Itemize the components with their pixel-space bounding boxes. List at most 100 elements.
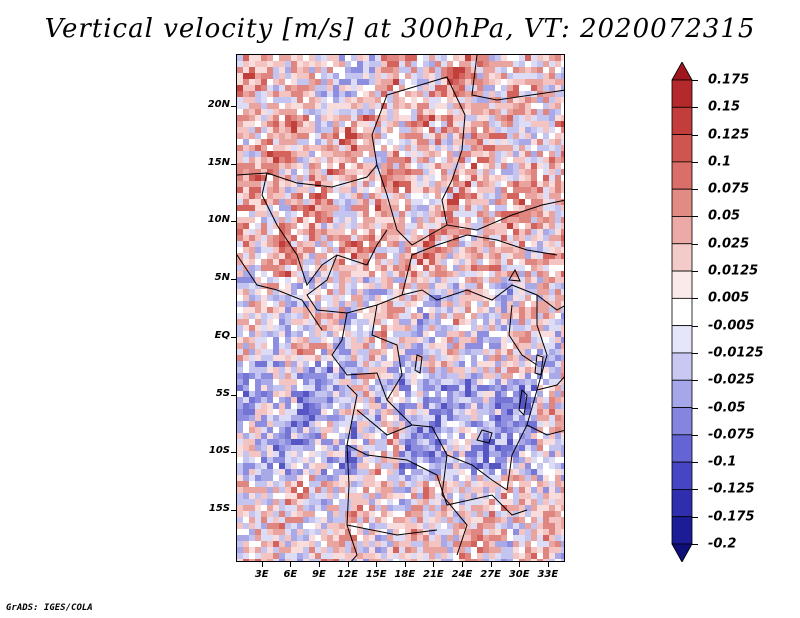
lon-tick-label: 27E bbox=[480, 569, 501, 580]
lat-tick bbox=[231, 279, 236, 281]
colorbar-tick bbox=[692, 380, 698, 382]
border-line bbox=[526, 424, 564, 436]
colorbar-label: 0.15 bbox=[708, 99, 741, 115]
colorbar-tick bbox=[692, 516, 698, 518]
colorbar-tick bbox=[692, 298, 698, 300]
border-line bbox=[237, 76, 564, 231]
colorbar-swatch bbox=[671, 325, 693, 354]
colorbar-tick bbox=[692, 80, 698, 81]
colorbar-label: 0.0125 bbox=[708, 263, 759, 279]
lon-tick bbox=[261, 562, 263, 567]
lake-outline bbox=[414, 354, 423, 374]
border-line bbox=[371, 304, 508, 491]
colorbar-label: 0.075 bbox=[708, 181, 750, 197]
lon-tick bbox=[547, 562, 549, 567]
lon-tick-label: 15E bbox=[365, 569, 387, 580]
lat-tick-label: 15S bbox=[208, 503, 230, 515]
colorbar-tick bbox=[692, 325, 698, 327]
lon-tick bbox=[347, 562, 349, 567]
colorbar-label: -0.005 bbox=[708, 318, 755, 334]
border-line bbox=[237, 254, 323, 331]
lat-tick bbox=[231, 452, 236, 454]
colorbar-swatch bbox=[671, 188, 693, 217]
colorbar-swatch bbox=[671, 79, 693, 108]
lat-tick-label: 10N bbox=[207, 214, 230, 226]
colorbar-tick bbox=[692, 544, 698, 545]
colorbar-tick bbox=[692, 352, 698, 354]
colorbar-tick bbox=[692, 271, 698, 273]
colorbar-swatch bbox=[671, 243, 693, 272]
colorbar-swatch bbox=[671, 216, 693, 245]
chart-title: Vertical velocity [m/s] at 300hPa, VT: 2… bbox=[44, 14, 756, 44]
lon-tick bbox=[404, 562, 406, 567]
lon-tick bbox=[290, 562, 292, 567]
colorbar-swatch bbox=[671, 489, 693, 518]
colorbar-label: 0.1 bbox=[708, 154, 732, 170]
colorbar-label: 0.175 bbox=[708, 72, 750, 88]
lake-outline bbox=[534, 354, 544, 376]
border-line bbox=[508, 304, 538, 366]
colorbar-swatch bbox=[671, 106, 693, 135]
colorbar-swatch bbox=[671, 407, 693, 436]
lat-tick-label: 15N bbox=[207, 156, 230, 168]
border-line bbox=[471, 55, 564, 101]
colorbar bbox=[671, 62, 693, 562]
colorbar-swatch bbox=[671, 461, 693, 490]
border-line bbox=[356, 409, 413, 436]
colorbar-label: -0.125 bbox=[708, 481, 755, 497]
colorbar-label: -0.05 bbox=[708, 400, 746, 416]
lon-tick-label: 21E bbox=[423, 569, 444, 580]
colorbar-tick bbox=[692, 134, 698, 136]
colorbar-swatch bbox=[671, 134, 693, 163]
border-line bbox=[261, 172, 388, 287]
lake-outline bbox=[518, 388, 528, 417]
colorbar-tick bbox=[692, 161, 698, 163]
border-line bbox=[346, 384, 528, 516]
lat-tick bbox=[231, 221, 236, 223]
colorbar-label: -0.075 bbox=[708, 427, 755, 443]
colorbar-label: -0.1 bbox=[708, 454, 737, 470]
border-line bbox=[331, 312, 388, 401]
colorbar-swatch bbox=[671, 379, 693, 408]
colorbar-label: 0.025 bbox=[708, 236, 750, 252]
colorbar-label: 0.005 bbox=[708, 290, 750, 306]
colorbar-swatch bbox=[671, 270, 693, 299]
lat-tick bbox=[231, 510, 236, 512]
border-line bbox=[536, 376, 564, 391]
colorbar-tick bbox=[692, 407, 698, 409]
lat-tick-label: 5S bbox=[215, 387, 230, 399]
border-line bbox=[401, 234, 558, 296]
colorbar-tick bbox=[692, 489, 698, 491]
lat-tick bbox=[231, 105, 236, 107]
colorbar-label: -0.2 bbox=[708, 536, 737, 552]
colorbar-swatch bbox=[671, 161, 693, 190]
lon-tick-label: 6E bbox=[283, 569, 298, 580]
lon-tick-label: 30E bbox=[508, 569, 530, 580]
colorbar-label: -0.175 bbox=[708, 509, 755, 525]
lon-tick bbox=[376, 562, 378, 567]
colorbar-tick bbox=[692, 462, 698, 464]
lon-tick-label: 18E bbox=[394, 569, 416, 580]
country-borders bbox=[237, 55, 564, 561]
colorbar-tick bbox=[692, 434, 698, 436]
lake-outline bbox=[508, 268, 521, 282]
lat-tick-label: 20N bbox=[207, 98, 230, 110]
map-panel bbox=[236, 54, 565, 562]
colorbar-swatch bbox=[671, 516, 693, 545]
lon-tick bbox=[519, 562, 521, 567]
lon-tick-label: 12E bbox=[337, 569, 358, 580]
colorbar-tick bbox=[692, 243, 698, 245]
lat-tick bbox=[231, 394, 236, 396]
lon-tick bbox=[318, 562, 320, 567]
border-line bbox=[441, 454, 468, 556]
border-line bbox=[506, 295, 548, 491]
colorbar-label: 0.05 bbox=[708, 208, 741, 224]
lat-tick-label: EQ bbox=[214, 329, 230, 341]
colorbar-swatch bbox=[671, 352, 693, 381]
border-line bbox=[346, 444, 358, 561]
lon-tick-label: 9E bbox=[312, 569, 326, 580]
lon-tick-label: 3E bbox=[254, 569, 269, 580]
lake-outline bbox=[476, 429, 493, 444]
lat-tick bbox=[231, 163, 236, 165]
lat-tick bbox=[231, 336, 236, 338]
